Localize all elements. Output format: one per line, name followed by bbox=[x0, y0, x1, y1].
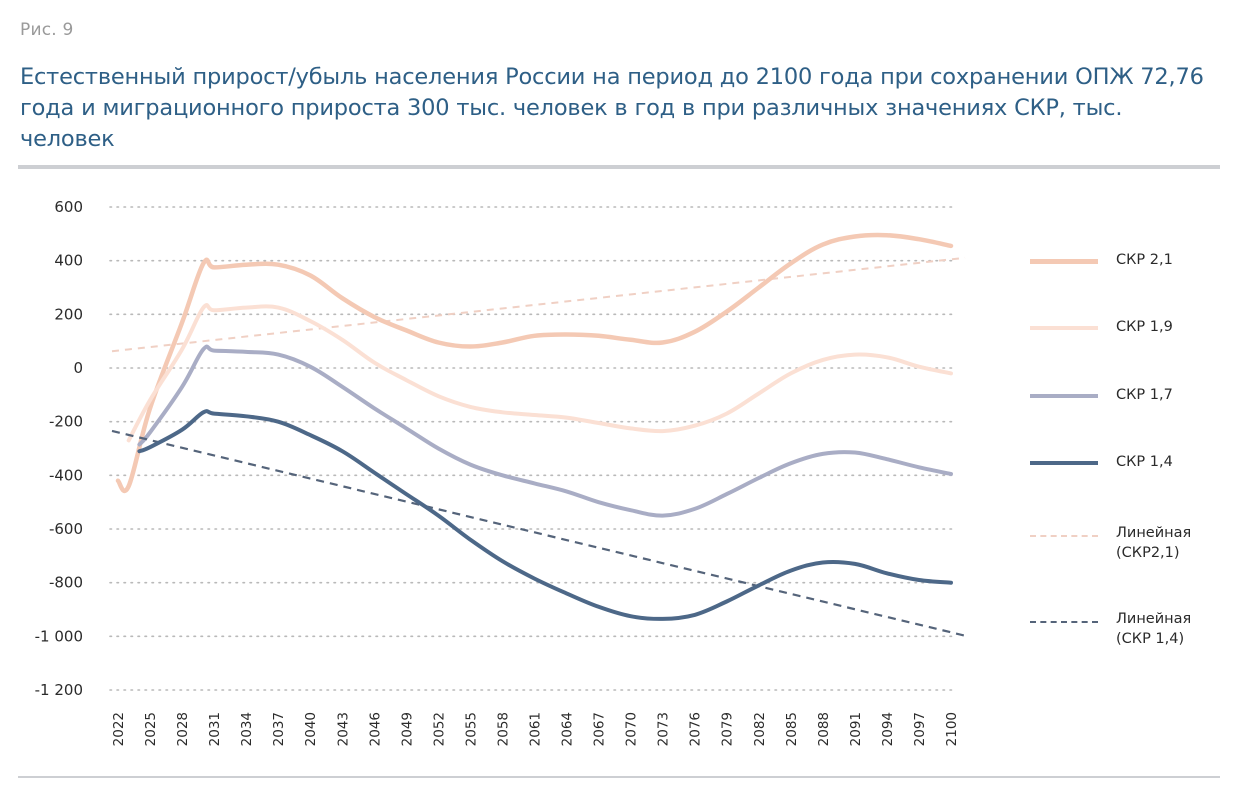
y-tick-label: 200 bbox=[54, 305, 83, 323]
legend-swatch-linear-skr-2-1 bbox=[1030, 535, 1098, 537]
top-divider bbox=[18, 165, 1220, 169]
x-tick-label: 2034 bbox=[239, 712, 255, 746]
x-tick-label: 2073 bbox=[656, 712, 672, 746]
x-tick-label: 2100 bbox=[944, 712, 960, 746]
series-скр-1-9 bbox=[126, 303, 953, 443]
x-tick-label: 2082 bbox=[752, 712, 768, 746]
x-tick-label: 2091 bbox=[848, 712, 864, 746]
y-tick-label: -400 bbox=[49, 466, 83, 484]
x-tick-label: 2043 bbox=[335, 712, 351, 746]
bottom-divider bbox=[18, 776, 1220, 778]
figure-label: Рис. 9 bbox=[20, 20, 74, 40]
x-tick-label: 2088 bbox=[816, 712, 832, 746]
x-tick-label: 2025 bbox=[143, 712, 159, 746]
legend-label: СКР 1,4 bbox=[1116, 454, 1173, 470]
y-tick-label: 400 bbox=[54, 252, 83, 270]
legend-item-skr-1-7: СКР 1,7 bbox=[1030, 385, 1173, 405]
legend-label: СКР 1,9 bbox=[1116, 319, 1173, 335]
series-линейная-скр2-1 bbox=[111, 256, 966, 353]
x-tick-label: 2049 bbox=[399, 712, 415, 746]
series-скр-1-4 bbox=[137, 409, 953, 621]
series-скр-2-1 bbox=[115, 232, 954, 494]
series-линейная-скр-1-4 bbox=[111, 429, 966, 637]
x-tick-label: 2046 bbox=[367, 712, 383, 746]
x-tick-label: 2094 bbox=[880, 712, 896, 746]
legend-label: СКР 2,1 bbox=[1116, 252, 1173, 268]
x-tick-label: 2061 bbox=[528, 712, 544, 746]
legend-item-linear-skr-2-1: Линейная (СКР2,1) bbox=[1030, 523, 1191, 563]
x-tick-label: 2064 bbox=[560, 712, 576, 746]
x-tick-label: 2037 bbox=[271, 712, 287, 746]
x-tick-label: 2085 bbox=[784, 712, 800, 746]
x-tick-label: 2055 bbox=[463, 712, 479, 746]
x-tick-label: 2040 bbox=[303, 712, 319, 746]
y-tick-label: 600 bbox=[54, 198, 83, 216]
legend-swatch-skr-2-1 bbox=[1030, 259, 1098, 264]
x-tick-label: 2058 bbox=[495, 712, 511, 746]
legend-label-line1: Линейная bbox=[1116, 611, 1192, 627]
x-tick-label: 2022 bbox=[111, 712, 127, 746]
chart-title: Естественный прирост/убыль населения Рос… bbox=[20, 64, 1204, 152]
y-tick-label: -600 bbox=[49, 520, 83, 538]
x-tick-label: 2031 bbox=[207, 712, 223, 746]
legend-item-skr-2-1: СКР 2,1 bbox=[1030, 250, 1173, 270]
y-tick-label: -1 200 bbox=[35, 681, 83, 699]
legend-item-skr-1-4: СКР 1,4 bbox=[1030, 452, 1173, 472]
legend-label-line2: (СКР 1,4) bbox=[1116, 631, 1185, 647]
x-tick-label: 2097 bbox=[912, 712, 928, 746]
legend-label-line1: Линейная bbox=[1116, 525, 1192, 541]
legend-item-skr-1-9: СКР 1,9 bbox=[1030, 317, 1173, 337]
series-lines bbox=[111, 232, 966, 637]
x-tick-label: 2028 bbox=[175, 712, 191, 746]
y-axis-ticks: 600 400 200 0 -200 -400 -600 -800 -1 000 -1 200 bbox=[35, 198, 83, 699]
x-tick-label: 2067 bbox=[592, 712, 608, 746]
legend-swatch-skr-1-9 bbox=[1030, 326, 1098, 330]
legend-label: СКР 1,7 bbox=[1116, 387, 1173, 403]
legend-item-linear-skr-1-4: Линейная (СКР 1,4) bbox=[1030, 609, 1191, 649]
x-tick-label: 2076 bbox=[688, 712, 704, 746]
x-axis-ticks: 2022 2025 2028 2031 2034 2037 2040 2043 2046 2049… bbox=[111, 712, 960, 746]
series-скр-1-7 bbox=[137, 344, 953, 518]
legend-swatch-skr-1-7 bbox=[1030, 394, 1098, 398]
gridlines bbox=[109, 206, 957, 691]
legend-label-line2: (СКР2,1) bbox=[1116, 545, 1180, 561]
x-tick-label: 2070 bbox=[624, 712, 640, 746]
legend-swatch-skr-1-4 bbox=[1030, 461, 1098, 465]
x-tick-label: 2052 bbox=[431, 712, 447, 746]
x-tick-label: 2079 bbox=[720, 712, 736, 746]
legend-label: Линейная (СКР2,1) bbox=[1116, 523, 1191, 563]
y-tick-label: -800 bbox=[49, 574, 83, 592]
legend-label: Линейная (СКР 1,4) bbox=[1116, 609, 1191, 649]
y-tick-label: 0 bbox=[73, 359, 83, 377]
y-tick-label: -200 bbox=[49, 413, 83, 431]
y-tick-label: -1 000 bbox=[35, 627, 83, 645]
legend-swatch-linear-skr-1-4 bbox=[1030, 621, 1098, 623]
